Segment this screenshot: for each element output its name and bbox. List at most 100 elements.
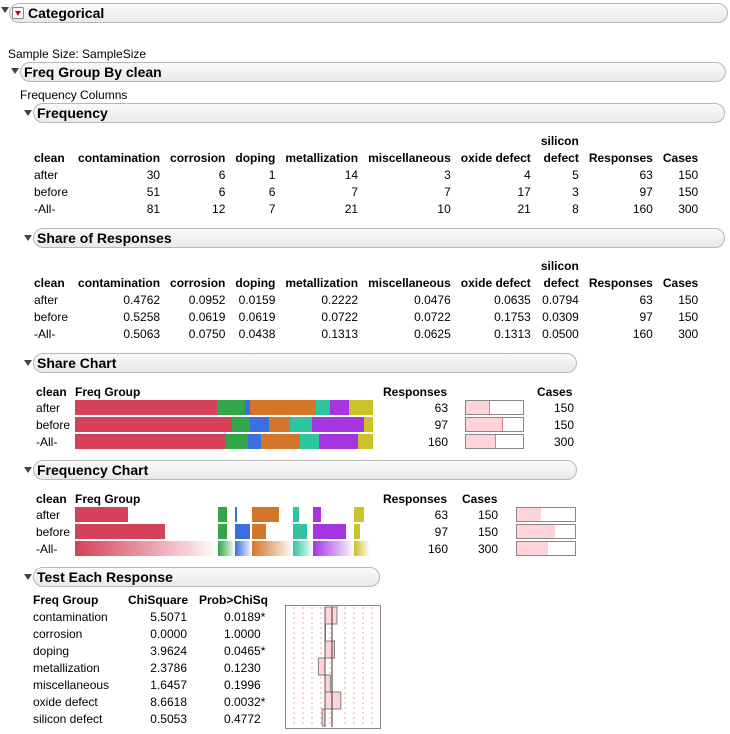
frequency-bar-segment xyxy=(218,524,227,539)
column-header: oxide defect xyxy=(460,276,531,290)
frequency-columns-label: Frequency Columns xyxy=(20,88,128,102)
share-bar-segment xyxy=(363,417,373,432)
table-row: after 0.4762 0.0952 0.0159 0.2222 0.0476 0.063… xyxy=(29,292,703,309)
test-row-group: oxide defect xyxy=(33,695,98,709)
test-row-prob: 0.1230 xyxy=(224,661,261,675)
collapse-frequency-chart-icon[interactable] xyxy=(24,467,32,473)
table-cell: 150 xyxy=(678,185,699,199)
table-cell: 12 xyxy=(212,202,226,216)
collapse-share-chart-icon[interactable] xyxy=(24,360,32,366)
collapse-categorical-icon[interactable] xyxy=(1,7,9,13)
column-header: miscellaneous xyxy=(368,151,451,165)
table-cell: 17 xyxy=(517,185,531,199)
table-row: -All- 81 12 7 21 10 21 8 160 300 xyxy=(29,201,703,218)
frequency-bar-segment xyxy=(235,541,252,556)
table-cell: 0.0635 xyxy=(494,293,531,307)
share-bar-segment xyxy=(75,400,217,415)
table-cell: 0.0159 xyxy=(238,293,276,307)
share-bar-segment xyxy=(250,417,269,432)
test-each-outline-bar[interactable] xyxy=(33,567,380,587)
column-header: Cases xyxy=(662,276,699,290)
collapse-frequency-icon[interactable] xyxy=(24,110,32,116)
response-rate-fill xyxy=(517,542,548,555)
frequency-title: Frequency xyxy=(37,105,108,121)
share-bar-segment xyxy=(245,400,250,415)
share-chart-row-label: after xyxy=(36,401,61,415)
collapse-freq-group-icon[interactable] xyxy=(11,68,19,74)
column-header: doping xyxy=(235,151,276,165)
table-cell: 300 xyxy=(678,202,699,216)
test-row-prob: 1.0000 xyxy=(224,627,261,641)
column-header: Cases xyxy=(662,151,699,165)
frequency-bar-segment xyxy=(313,524,347,539)
frequency-chart-row-label: before xyxy=(36,525,71,539)
column-header: Responses xyxy=(588,276,653,290)
share-bar-segment xyxy=(225,434,249,449)
frequency-chart-title: Frequency Chart xyxy=(37,462,149,478)
deviation-bar xyxy=(324,691,342,710)
table-cell: 97 xyxy=(639,310,653,324)
table-cell: 63 xyxy=(639,168,653,182)
frequency-bar-segment xyxy=(252,524,266,539)
frequency-bar-segment xyxy=(354,541,370,556)
frequency-chart-cases-header: Cases xyxy=(462,492,498,506)
share-chart-clean-header: clean xyxy=(36,385,67,399)
response-rate-fill xyxy=(517,508,542,521)
share-of-responses-table: silicon clean contamination corrosion do… xyxy=(29,258,703,343)
table-cell: 160 xyxy=(632,327,653,341)
table-row: before 51 6 6 7 7 17 3 97 150 xyxy=(29,184,703,201)
table-cell: 4 xyxy=(524,168,531,182)
column-header: doping xyxy=(235,276,276,290)
table-cell: 0.0619 xyxy=(188,310,226,324)
response-rate-box xyxy=(465,434,524,449)
row-label: before xyxy=(34,310,69,324)
table-cell: 63 xyxy=(639,293,653,307)
table-cell: 0.1753 xyxy=(494,310,531,324)
share-bar-segment xyxy=(290,417,312,432)
freq-group-outline-bar[interactable] xyxy=(20,62,726,82)
report-title: Categorical xyxy=(28,5,105,21)
share-chart-responses: 160 xyxy=(427,435,448,449)
table-cell: 0.0952 xyxy=(188,293,226,307)
frequency-bar-segment xyxy=(252,507,280,522)
categorical-outline-bar[interactable] xyxy=(9,3,728,23)
share-chart-outline-bar[interactable] xyxy=(33,353,577,373)
share-bar-segment xyxy=(250,400,317,415)
share-responses-outline-bar[interactable] xyxy=(33,228,725,248)
table-cell: 0.1313 xyxy=(321,327,359,341)
frequency-chart-outline-bar[interactable] xyxy=(33,460,577,480)
response-rate-fill xyxy=(466,418,503,431)
test-group-header: Freq Group xyxy=(33,593,99,607)
test-prob-header: Prob>ChiSq xyxy=(199,593,269,607)
test-row-chisq: 1.6457 xyxy=(150,678,187,692)
table-cell: 0.1313 xyxy=(494,327,531,341)
table-row: after 30 6 1 14 3 4 5 63 150 xyxy=(29,167,703,184)
share-bar-segment xyxy=(231,417,251,432)
table-cell: 7 xyxy=(268,202,276,216)
column-header: oxide defect xyxy=(460,151,531,165)
frequency-chart-clean-header: clean xyxy=(36,492,67,506)
share-bar-segment xyxy=(349,400,373,415)
table-cell: 21 xyxy=(517,202,531,216)
table-cell: 51 xyxy=(146,185,161,199)
deviation-bar xyxy=(324,606,338,625)
table-cell: 8 xyxy=(572,202,579,216)
collapse-share-responses-icon[interactable] xyxy=(24,235,32,241)
collapse-test-each-icon[interactable] xyxy=(24,574,32,580)
frequency-outline-bar[interactable] xyxy=(33,103,725,123)
table-cell: 0.0500 xyxy=(542,327,579,341)
test-row-group: metallization xyxy=(33,661,100,675)
table-cell: 0.5063 xyxy=(123,327,161,341)
table-cell: 6 xyxy=(218,168,226,182)
red-triangle-menu-icon[interactable] xyxy=(12,7,24,19)
table-cell: 150 xyxy=(678,310,699,324)
test-row-chisq: 8.6618 xyxy=(150,695,187,709)
table-cell: 0.0722 xyxy=(414,310,451,324)
deviation-bar xyxy=(324,674,331,693)
frequency-bar-segment xyxy=(293,507,299,522)
frequency-chart-cases: 150 xyxy=(477,508,498,522)
share-bar-segment xyxy=(268,417,291,432)
test-row-prob: 0.0032* xyxy=(224,695,266,709)
table-cell: 0.2222 xyxy=(321,293,359,307)
column-header: contamination xyxy=(78,276,161,290)
